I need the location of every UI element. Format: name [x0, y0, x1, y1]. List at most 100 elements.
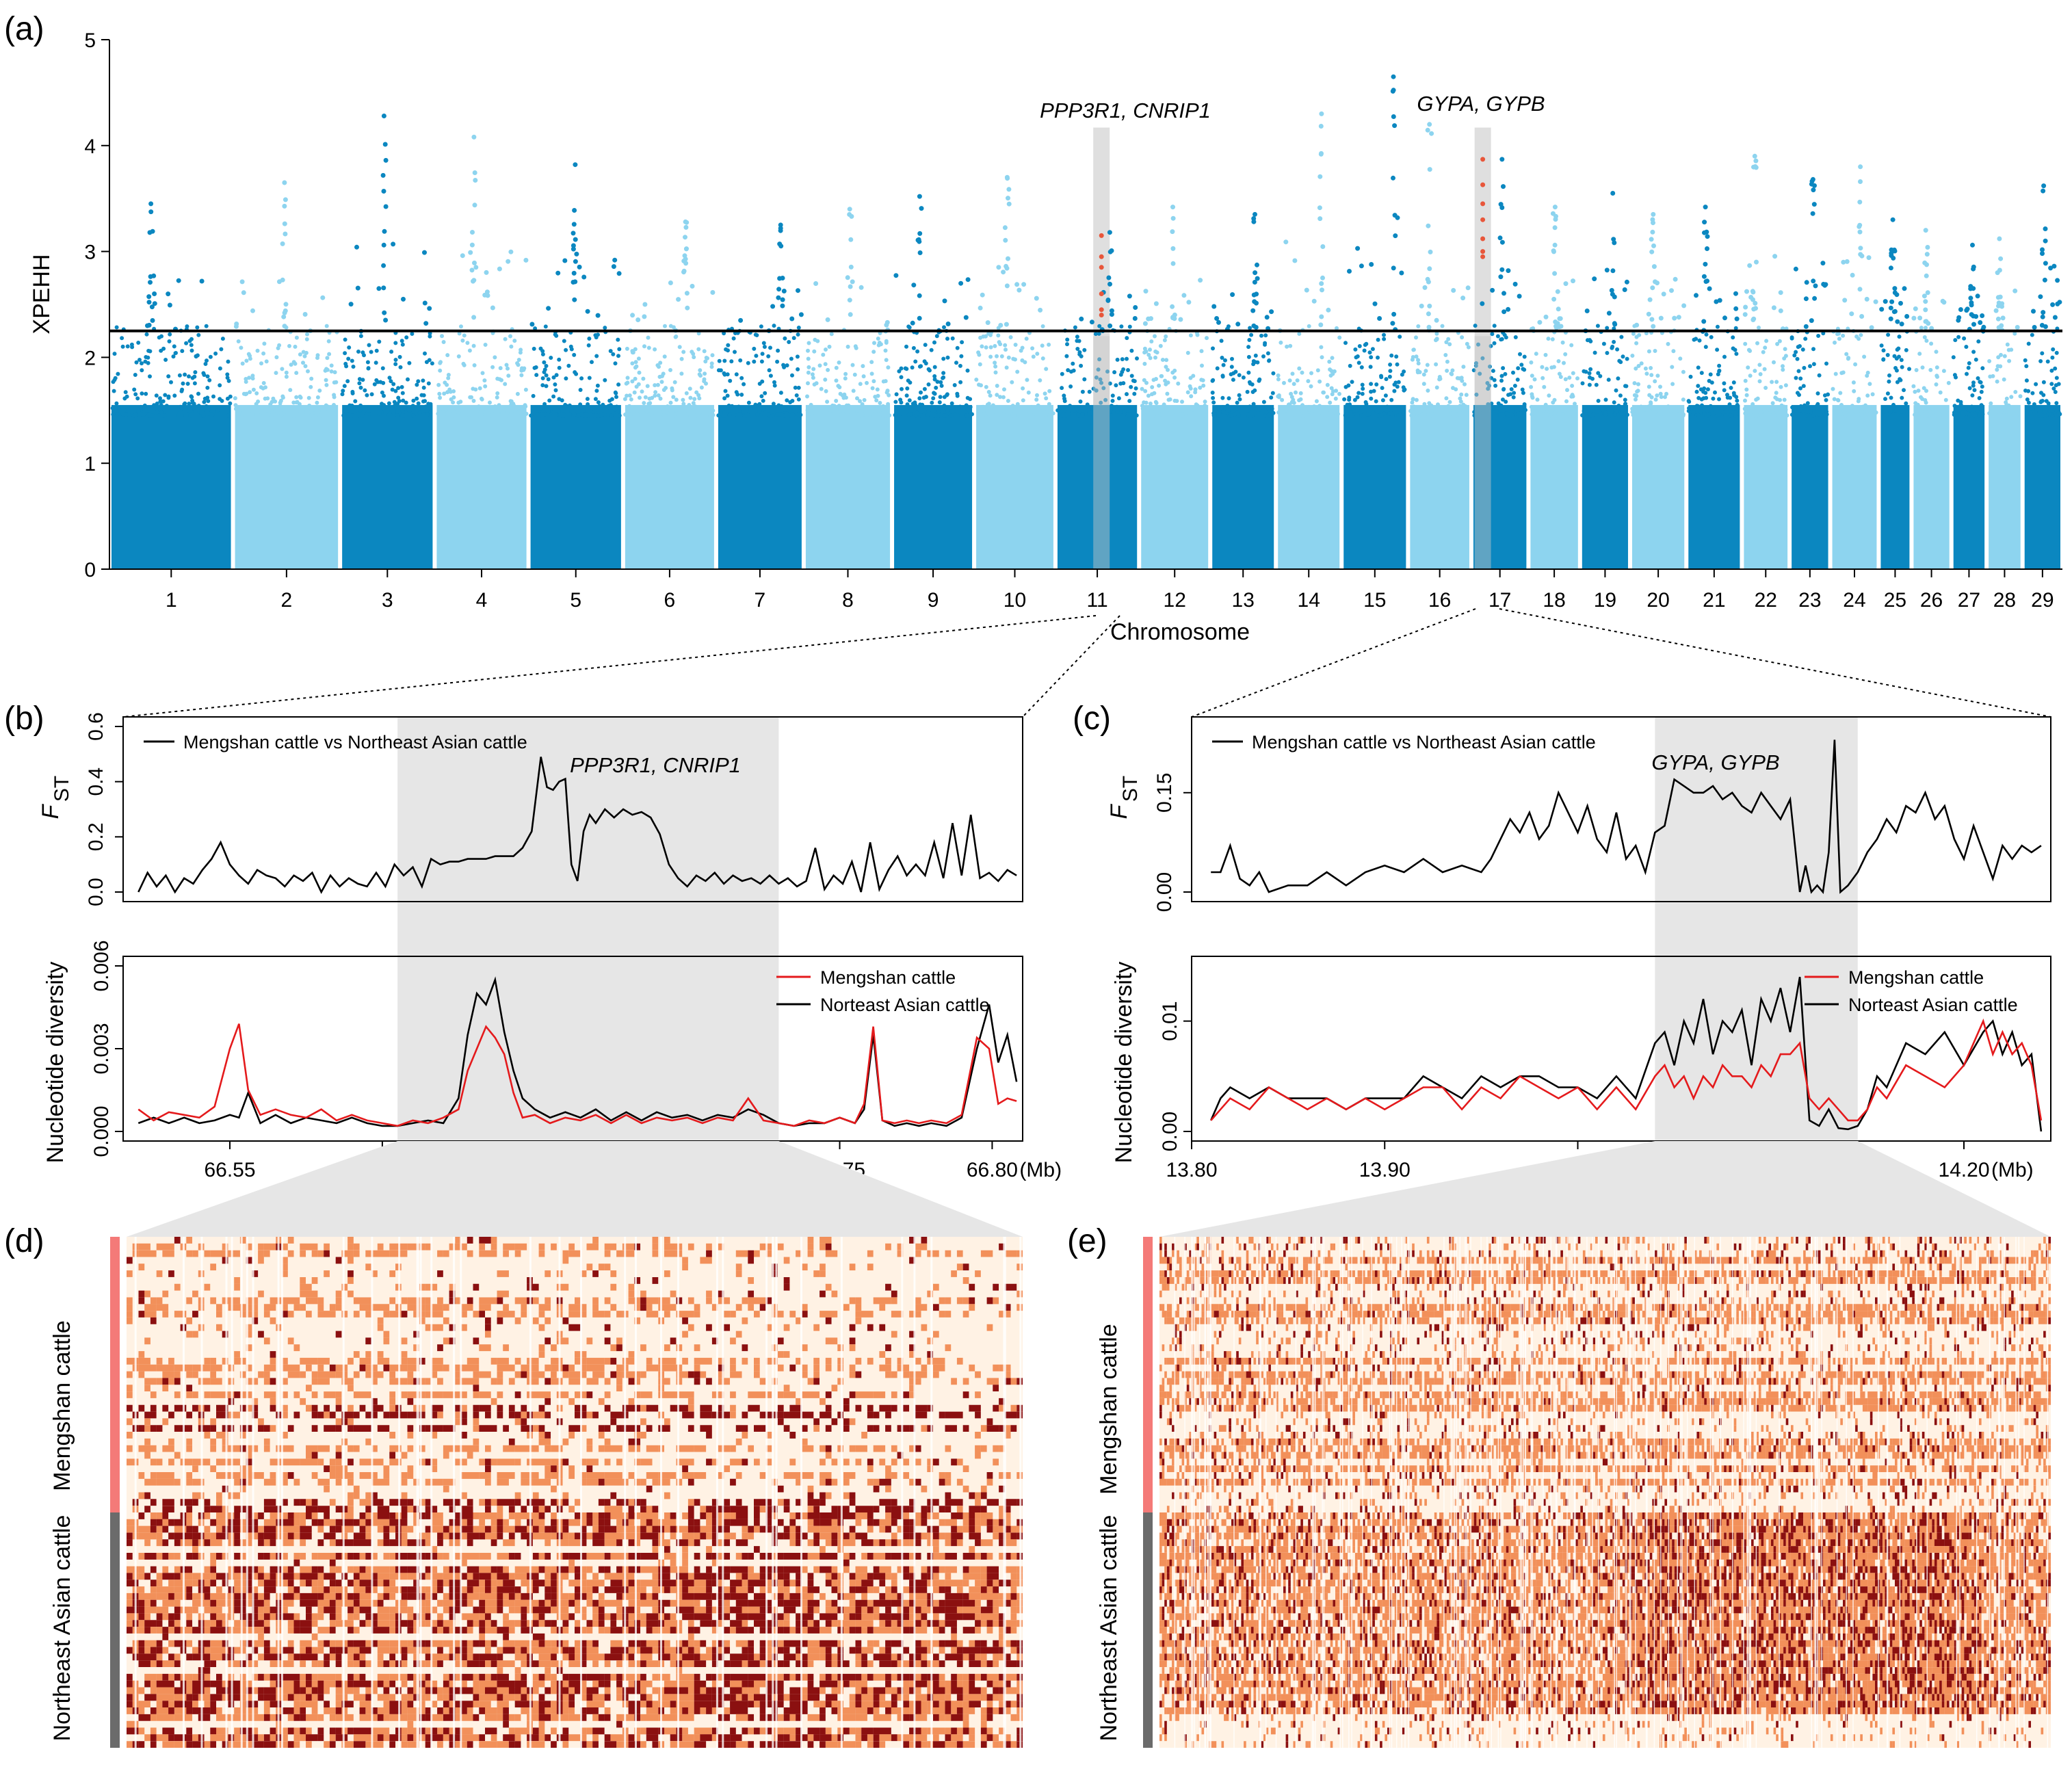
y-tick-label: 4: [84, 135, 96, 158]
fst-legend-text: Mengshan cattle vs Northeast Asian cattl…: [1252, 732, 1596, 752]
x-tick-label: 3: [382, 589, 393, 612]
heterozygous-cells: [1159, 1304, 2049, 1311]
column-gaps: [134, 1237, 1022, 1748]
heterozygous-cells: [1192, 1351, 2044, 1358]
homozygous-alt-cells: [1164, 1727, 1997, 1735]
homozygous-alt-cells: [1181, 1445, 2041, 1452]
zoom-connector: [1159, 1141, 2051, 1237]
chromosome-peak-13: [1211, 211, 1274, 332]
homozygous-alt-cells: [127, 1694, 1023, 1701]
heterozygous-cells: [1159, 1559, 2051, 1567]
annotation-b-genes: PPP3R1, CNRIP1: [570, 753, 741, 777]
x-unit-label: (Mb): [1019, 1159, 1062, 1181]
chromosome-peak-20: [1634, 211, 1687, 329]
chromosome-density-24: [1832, 405, 1877, 569]
homozygous-alt-cells: [1184, 1647, 2051, 1654]
fst-frame: [122, 716, 1023, 902]
heterozygous-cells: [138, 1492, 981, 1499]
heterozygous-cells: [156, 1580, 1023, 1587]
chromosome-density-7: [718, 405, 802, 569]
fst-diversity-chr11: 0.0 0.2 0.4 0.6 FST Mengshan cattle vs Northe…: [38, 712, 1062, 1181]
heterozygous-cells: [132, 1506, 1005, 1513]
chromosome-peak-26: [1911, 228, 1947, 331]
heterozygous-cells: [127, 1613, 1017, 1621]
x-tick-label: 7: [755, 589, 766, 612]
y-tick-label: 2: [84, 347, 96, 369]
mengshan-group-bar: [110, 1237, 120, 1512]
heterozygous-cells: [1164, 1445, 2051, 1452]
chromosome-points-19: [1580, 324, 1629, 418]
chromosome-peak-18: [1537, 205, 1575, 330]
heterozygous-cells: [1159, 1270, 2046, 1277]
heterozygous-cells: [1162, 1525, 2051, 1533]
mengshan-diversity-line: [1210, 1018, 2043, 1122]
chromosome-density-14: [1278, 405, 1340, 569]
chromosome-density-4: [436, 405, 527, 569]
chromosome-points-24: [1831, 326, 1878, 418]
heterozygous-cells: [1166, 1687, 2051, 1694]
chromosome-density-9: [894, 405, 973, 569]
homozygous-alt-cells: [138, 1512, 975, 1519]
x-tick-label: 1: [166, 589, 177, 612]
x-tick-label: 12: [1164, 589, 1186, 612]
diversity-legend-text: Mengshan cattle: [820, 967, 956, 988]
heterozygous-cells: [138, 1727, 1005, 1735]
homozygous-alt-cells: [132, 1620, 1005, 1627]
heterozygous-cells: [144, 1337, 934, 1345]
x-tick-label: 10: [1004, 589, 1026, 612]
x-tick-label: 15: [1363, 589, 1386, 612]
homozygous-alt-cells: [132, 1741, 1023, 1748]
chromosome-density-10: [976, 405, 1053, 569]
x-tick-label: 13.80: [1166, 1159, 1217, 1181]
heterozygous-cells: [1159, 1364, 2051, 1372]
heterozygous-cells: [1159, 1606, 2049, 1614]
group-label-e-mengshan: Mengshan cattle: [1096, 1324, 1122, 1495]
heterozygous-cells: [1159, 1391, 2051, 1398]
heterozygous-cells: [1159, 1613, 2051, 1621]
heterozygous-cells: [1159, 1250, 2044, 1257]
chromosome-density-27: [1953, 405, 1985, 569]
chromosome-points-14: [1276, 324, 1342, 418]
haplotype-heatmap-chr11: [110, 1141, 1023, 1748]
homozygous-alt-cells: [132, 1425, 1017, 1432]
diversity-legend-text: Mengshan cattle: [1848, 967, 1984, 988]
x-tick-label: 9: [928, 589, 939, 612]
diversity-y-label: Nucleotide diversity: [42, 962, 68, 1164]
heterozygous-cells: [1186, 1297, 2051, 1305]
homozygous-alt-cells: [144, 1506, 1011, 1513]
x-tick-label: 21: [1703, 589, 1725, 612]
homozygous-alt-cells: [150, 1734, 1023, 1742]
heterozygous-cells: [192, 1465, 969, 1473]
homozygous-alt-cells: [324, 1250, 755, 1257]
chromosome-density-6: [625, 405, 714, 569]
heterozygous-cells: [132, 1694, 1005, 1701]
chromosome-peak-28: [1993, 236, 2020, 330]
heterozygous-cells: [1169, 1411, 1992, 1419]
chromosome-density-3: [342, 405, 433, 569]
homozygous-alt-cells: [1184, 1478, 1994, 1486]
x-unit-label: (Mb): [1991, 1159, 2034, 1181]
chromosome-points-10: [974, 324, 1055, 418]
homozygous-alt-cells: [150, 1566, 999, 1573]
x-tick-label: 26: [1920, 589, 1943, 612]
northeast-diversity-line: [1210, 976, 2043, 1132]
heterozygous-cells: [1177, 1324, 2024, 1331]
chromosome-density-21: [1688, 405, 1740, 569]
chromosome-peak-19: [1583, 191, 1629, 334]
chromosome-peak-8: [813, 207, 891, 332]
fst-line: [1211, 739, 2042, 894]
heterozygous-cells: [127, 1741, 1017, 1748]
panel-label-a: (a): [4, 11, 44, 47]
chromosome-density-15: [1343, 405, 1406, 569]
chromosome-peak-14: [1277, 111, 1331, 333]
group-label-d-northeast: Northeast Asian cattle: [49, 1515, 75, 1742]
heterozygous-cells: [132, 1586, 1017, 1593]
heterozygous-cells: [144, 1734, 1011, 1742]
heterozygous-cells: [127, 1385, 915, 1392]
fst-y-label: F: [38, 803, 64, 819]
connector-b-left: [122, 615, 1097, 718]
homozygous-alt-cells: [1164, 1532, 2051, 1540]
homozygous-alt-cells: [127, 1532, 1023, 1540]
chromosome-peak-7: [738, 222, 804, 333]
